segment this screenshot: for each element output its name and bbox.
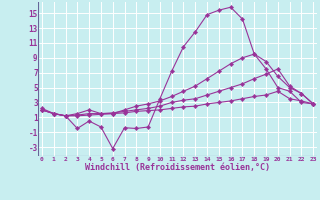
X-axis label: Windchill (Refroidissement éolien,°C): Windchill (Refroidissement éolien,°C) bbox=[85, 163, 270, 172]
